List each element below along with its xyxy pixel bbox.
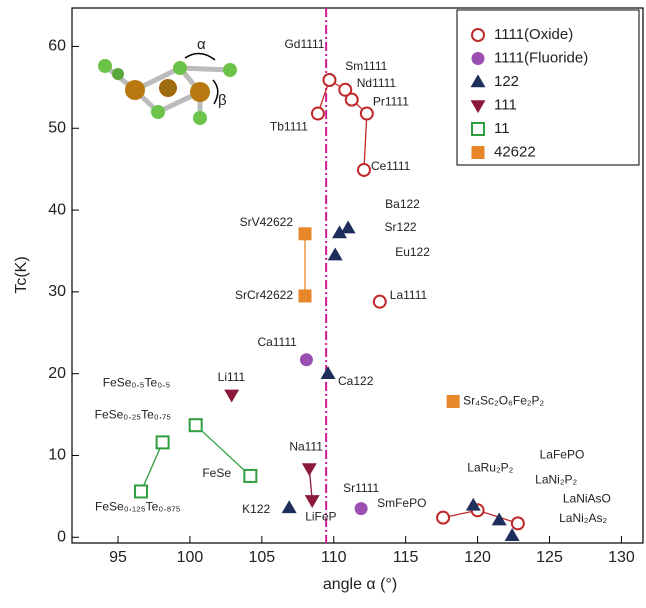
inset-label: β [218,92,227,109]
point-label: LaRu₂P₂ [467,461,513,475]
y-axis-label: Tc(K) [13,256,30,293]
legend-marker [471,28,485,42]
point [338,82,353,97]
point-label: SrV42622 [240,215,294,229]
y-tick-label: 50 [48,119,66,136]
point-label: Pr1111 [373,95,409,109]
point-label: LaNi₂P₂ [535,472,577,486]
legend-label: 1111(Fluoride) [494,49,588,66]
point-label: Sr122 [385,220,417,234]
connector [140,442,164,492]
point [301,463,317,477]
point [320,366,336,379]
legend-marker [471,122,485,136]
point-label: K122 [242,502,270,516]
legend-box [456,9,640,166]
point [465,497,481,511]
point [298,289,312,303]
point [372,294,387,309]
legend-label: 42622 [494,143,536,160]
point-label: Eu122 [395,245,430,259]
point [322,72,337,87]
legend-marker [471,146,485,159]
point [354,502,368,516]
point [304,495,320,509]
point-label: La1111 [390,288,428,302]
inset: α β [98,36,237,125]
point [298,227,312,241]
point [510,516,525,531]
point [436,510,451,525]
point-label: SmFePO [377,496,426,510]
point [491,512,507,526]
x-tick-label: 115 [393,549,419,566]
point [299,353,313,367]
point [356,162,371,177]
point-label: Ba122 [385,197,420,211]
point-label: Tb1111 [270,120,308,134]
inset-label: α [197,36,206,53]
point-label: SrCr42622 [235,288,293,302]
y-tick-label: 30 [48,283,66,300]
point-label: Li111 [218,370,246,384]
point-label: Sr1111 [343,481,379,495]
x-tick-label: 100 [177,549,204,566]
legend-label: 111 [494,96,517,113]
x-tick-label: 95 [109,549,127,566]
point [332,225,347,239]
point [344,92,359,107]
point-label: Gd1111 [284,37,324,51]
point-label: Ce1111 [371,159,411,173]
legend-label: 122 [494,73,519,90]
y-tick-label: 20 [48,365,66,382]
point-label: LaFePO [540,447,585,461]
point [281,500,297,514]
point [134,484,149,499]
point-label: Sr₄Sc₂O₆Fe₂P₂ [463,394,544,408]
point [359,106,374,121]
legend-marker [470,100,486,114]
y-tick-label: 0 [57,528,66,545]
legend-marker [470,74,486,88]
y-tick-label: 60 [48,38,66,55]
x-tick-label: 110 [321,549,347,566]
point-label: LiFeP [305,510,336,524]
legend-label: 11 [494,120,510,137]
x-tick-label: 130 [608,549,635,566]
x-axis-label: angle α (°) [323,576,397,593]
point-label: FeSe₀.₂₅Te₀.₇₅ [95,408,172,422]
point [340,220,356,234]
point [446,394,460,408]
point [188,418,203,433]
point [224,389,240,403]
point-label: Nd1111 [357,76,397,90]
point-label: Ca1111 [257,335,297,349]
point-label: FeSe₀.₅Te₀.₅ [103,375,171,389]
x-tick-label: 105 [249,549,276,566]
point-label: FeSe₀.₁₂₅Te₀.₈₇₅ [95,500,181,514]
point [243,468,258,483]
y-tick-label: 10 [48,447,66,464]
point-label: LaNiAsO [563,492,611,506]
legend-label: 1111(Oxide) [494,26,573,43]
plot-frame [71,7,644,544]
point-label: Sm1111 [345,59,387,73]
point [310,106,325,121]
y-tick-label: 40 [48,201,66,218]
point-label: Ca122 [338,374,374,388]
point-label: Na111 [289,440,323,454]
x-tick-label: 120 [464,549,491,566]
x-tick-label: 125 [536,549,563,566]
point [155,435,170,450]
legend-marker [471,52,485,65]
point [327,247,343,261]
connector [195,424,251,477]
point-label: FeSe [202,466,231,480]
point [504,528,520,541]
point-label: LaNi₂As₂ [559,511,607,525]
